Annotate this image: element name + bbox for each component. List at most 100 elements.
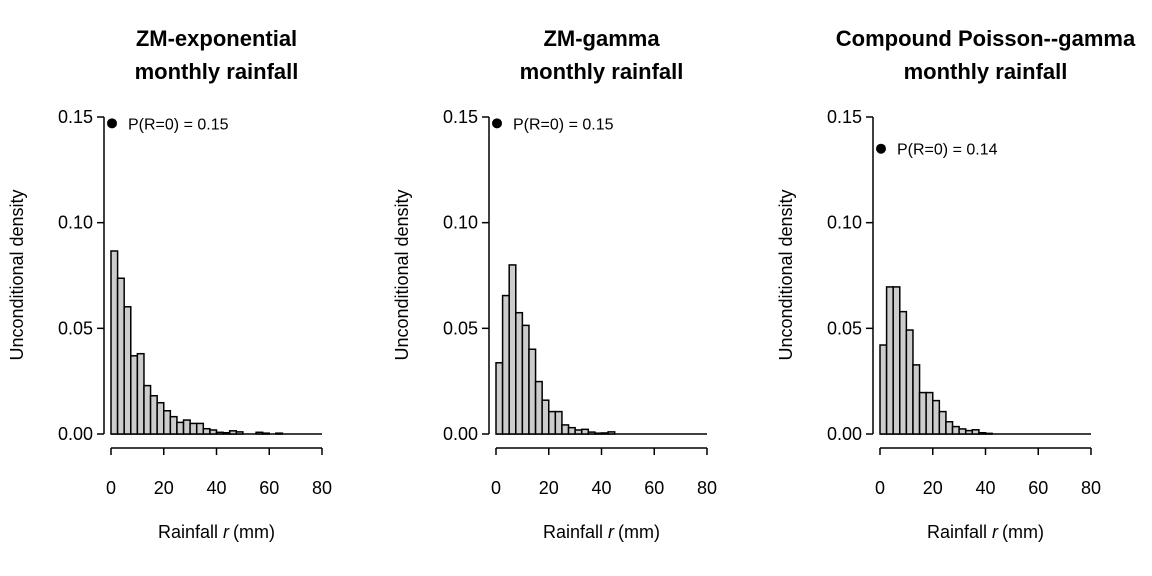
- histogram-bar: [918, 391, 927, 435]
- histogram-bar: [912, 364, 921, 435]
- histogram-bar: [561, 424, 570, 435]
- y-tick-label: 0.15: [58, 107, 93, 127]
- y-tick-label: 0.00: [58, 424, 93, 444]
- histogram-bar: [182, 419, 191, 435]
- y-tick-label: 0.00: [827, 424, 862, 444]
- histogram-bar: [971, 429, 980, 435]
- histogram-bar: [951, 425, 960, 435]
- y-tick-label: 0.10: [827, 213, 862, 233]
- y-tick-label: 0.15: [443, 107, 478, 127]
- histogram-bar: [945, 420, 954, 435]
- x-axis-label-variable: r: [608, 522, 615, 542]
- histogram-bar: [261, 432, 270, 435]
- chart-title-line: monthly rainfall: [135, 59, 299, 84]
- histogram-bar: [938, 410, 947, 435]
- x-tick-label: 40: [975, 478, 995, 498]
- x-axis-label: Rainfall r (mm): [543, 522, 660, 542]
- histogram-bar: [885, 286, 894, 435]
- histogram-bar: [607, 431, 616, 435]
- histogram-bar: [587, 431, 596, 435]
- histogram-bar: [116, 277, 125, 435]
- histogram-bar: [169, 415, 178, 435]
- y-tick-label: 0.05: [827, 318, 862, 338]
- histogram-bar: [899, 310, 908, 435]
- x-tick-label: 40: [206, 478, 226, 498]
- histogram-bar: [600, 432, 609, 435]
- y-tick-label: 0.05: [58, 318, 93, 338]
- histogram-bar: [110, 250, 119, 435]
- histogram-bar: [163, 410, 172, 435]
- x-tick-label: 60: [1028, 478, 1048, 498]
- histogram-bar: [228, 430, 238, 435]
- x-axis-label: Rainfall r (mm): [158, 522, 275, 542]
- y-axis-label: Unconditional density: [776, 189, 796, 360]
- histogram-bar: [209, 429, 218, 435]
- histogram-bar: [215, 431, 224, 435]
- histogram-bar: [123, 306, 132, 435]
- chart-title-line: monthly rainfall: [904, 59, 1068, 84]
- histogram-bar: [567, 426, 576, 435]
- x-axis-label-unit: (mm): [233, 522, 275, 542]
- histogram-bar: [189, 422, 198, 435]
- histogram-bar: [136, 352, 145, 435]
- histogram-bar: [195, 422, 205, 435]
- x-tick-label: 80: [1081, 478, 1101, 498]
- histogram-bar: [594, 432, 603, 435]
- point-mass-marker: [876, 143, 886, 154]
- histogram-bar: [554, 410, 563, 435]
- histogram-bar: [984, 432, 993, 435]
- y-axis-label: Unconditional density: [7, 189, 27, 360]
- panel-1: ZM-exponential monthly rainfall 0.00 0.05 0.…: [7, 26, 332, 542]
- x-tick-label: 80: [312, 478, 332, 498]
- panel-2: ZM-gamma monthly rainfall 0.00 0.05 0.10 0.15…: [392, 26, 717, 542]
- x-axis-label-unit: (mm): [618, 522, 660, 542]
- histogram-bar: [534, 380, 543, 435]
- point-mass-marker: [492, 118, 502, 129]
- x-tick-label: 0: [491, 478, 501, 498]
- x-tick-label: 0: [106, 478, 116, 498]
- x-axis-label-text: Rainfall: [927, 522, 992, 542]
- x-tick-label: 20: [154, 478, 174, 498]
- histogram-bar: [879, 344, 888, 435]
- x-tick-label: 20: [923, 478, 943, 498]
- chart-title-line: ZM-gamma: [543, 26, 660, 51]
- x-axis-label-text: Rainfall: [158, 522, 223, 542]
- point-mass-label: P(R=0) = 0.15: [513, 116, 614, 133]
- point-mass-marker: [107, 118, 117, 129]
- histogram-bar: [255, 431, 264, 435]
- x-tick-label: 80: [697, 478, 717, 498]
- histogram-bar: [202, 427, 211, 435]
- histogram-bar: [580, 428, 590, 435]
- histogram-bar: [892, 286, 901, 435]
- x-axis-label: Rainfall r (mm): [927, 522, 1044, 542]
- x-axis-label-variable: r: [223, 522, 230, 542]
- chart-title-line: Compound Poisson--gamma: [836, 26, 1136, 51]
- x-tick-label: 60: [259, 478, 279, 498]
- point-mass-label: P(R=0) = 0.14: [897, 142, 998, 159]
- histogram-bar: [521, 324, 530, 435]
- histogram-bar: [149, 394, 158, 435]
- y-tick-label: 0.00: [443, 424, 478, 444]
- histogram-bar: [528, 348, 537, 435]
- histogram-bar: [275, 432, 284, 435]
- panel-3: Compound Poisson--gamma monthly rainfall 0…: [776, 26, 1136, 542]
- histogram-bar: [501, 294, 510, 435]
- y-tick-label: 0.10: [443, 213, 478, 233]
- histogram-bar: [235, 431, 244, 435]
- y-axis-label: Unconditional density: [392, 189, 412, 360]
- point-mass-label: P(R=0) = 0.15: [128, 116, 229, 133]
- histogram-bar: [541, 399, 550, 435]
- histogram-bar: [156, 401, 165, 435]
- chart-title-line: monthly rainfall: [520, 59, 684, 84]
- histogram-bar: [222, 431, 231, 435]
- x-axis-label-unit: (mm): [1002, 522, 1044, 542]
- histogram-bar: [905, 329, 914, 435]
- histogram-bar: [932, 399, 941, 435]
- chart-title-line: ZM-exponential: [136, 26, 297, 51]
- x-tick-label: 40: [591, 478, 611, 498]
- y-tick-label: 0.05: [443, 318, 478, 338]
- histogram-bar: [574, 429, 583, 435]
- histogram-bar: [130, 355, 139, 435]
- histogram-bar: [925, 391, 934, 435]
